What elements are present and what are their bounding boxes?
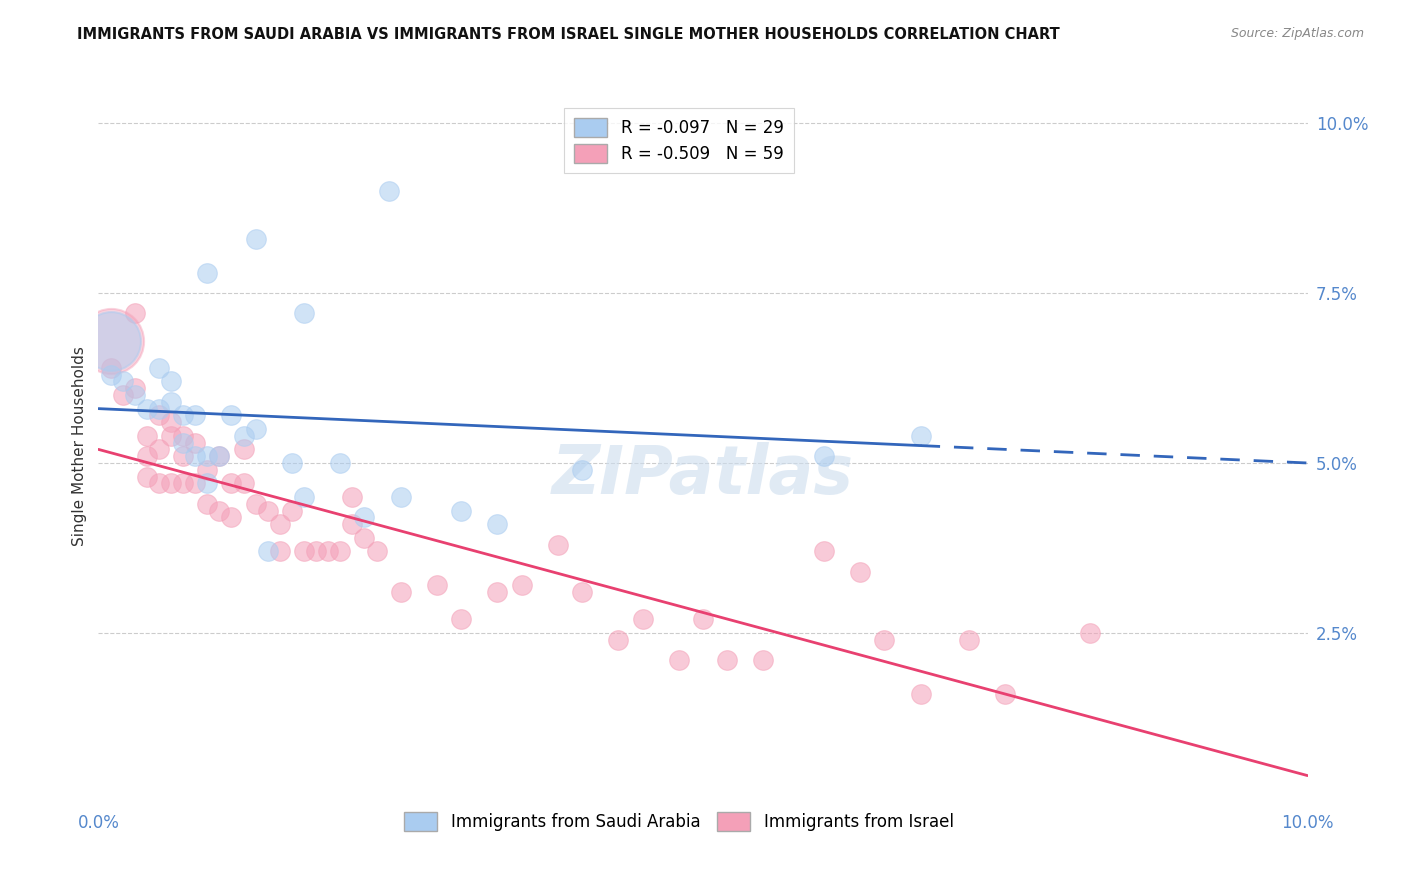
Point (342, 490, 364, 504)
Point (148, 476, 170, 491)
Point (245, 232, 267, 246)
Point (910, 429, 932, 443)
Point (292, 544, 315, 558)
Point (232, 442, 254, 457)
Point (353, 531, 375, 545)
Point (148, 360, 170, 375)
Point (957, 632, 980, 647)
Point (245, 497, 267, 511)
Point (100, 368, 122, 382)
Point (269, 544, 291, 558)
Point (607, 632, 630, 647)
Text: Source: ZipAtlas.com: Source: ZipAtlas.com (1230, 27, 1364, 40)
Point (547, 537, 569, 551)
Point (316, 544, 339, 558)
Point (208, 503, 231, 517)
Point (281, 503, 304, 517)
Point (329, 544, 352, 558)
Point (1078, 626, 1101, 640)
Point (184, 476, 207, 491)
Point (305, 544, 328, 558)
Point (184, 435, 207, 450)
Point (450, 503, 472, 517)
Point (571, 463, 593, 477)
Point (135, 469, 157, 483)
Point (148, 401, 170, 416)
Point (668, 653, 690, 667)
Point (195, 449, 218, 463)
Text: ZIPatlas: ZIPatlas (553, 442, 853, 508)
Point (631, 612, 654, 626)
Point (135, 401, 157, 416)
Point (148, 409, 170, 423)
Point (195, 476, 218, 491)
Point (111, 388, 134, 402)
Point (100, 334, 122, 348)
Point (716, 653, 738, 667)
Point (281, 456, 304, 470)
Point (100, 334, 122, 348)
Point (910, 687, 932, 701)
Point (124, 381, 146, 395)
Point (160, 394, 183, 409)
Point (329, 456, 352, 470)
Point (571, 585, 593, 599)
Point (172, 429, 194, 443)
Point (208, 449, 231, 463)
Point (813, 544, 835, 558)
Point (160, 375, 183, 389)
Point (256, 544, 278, 558)
Point (752, 653, 775, 667)
Point (160, 476, 183, 491)
Point (245, 422, 267, 436)
Point (342, 517, 364, 532)
Point (366, 544, 388, 558)
Point (221, 510, 243, 524)
Point (873, 632, 896, 647)
Point (135, 449, 157, 463)
Point (692, 612, 714, 626)
Point (232, 476, 254, 491)
Point (510, 578, 533, 592)
Point (195, 497, 218, 511)
Y-axis label: Single Mother Households: Single Mother Households (72, 346, 87, 546)
Point (195, 463, 218, 477)
Point (256, 503, 278, 517)
Point (124, 306, 146, 320)
Point (172, 449, 194, 463)
Point (221, 409, 243, 423)
Point (208, 449, 231, 463)
Point (486, 517, 509, 532)
Point (849, 565, 872, 579)
Point (148, 442, 170, 457)
Point (184, 409, 207, 423)
Point (292, 490, 315, 504)
Point (389, 490, 412, 504)
Point (353, 510, 375, 524)
Point (813, 449, 835, 463)
Point (124, 388, 146, 402)
Legend: Immigrants from Saudi Arabia, Immigrants from Israel: Immigrants from Saudi Arabia, Immigrants… (394, 802, 963, 841)
Point (994, 687, 1017, 701)
Point (135, 429, 157, 443)
Point (486, 585, 509, 599)
Point (292, 306, 315, 320)
Point (232, 429, 254, 443)
Point (172, 435, 194, 450)
Point (221, 476, 243, 491)
Point (184, 449, 207, 463)
Point (195, 266, 218, 280)
Point (160, 429, 183, 443)
Point (111, 375, 134, 389)
Point (172, 409, 194, 423)
Point (269, 517, 291, 532)
Point (389, 585, 412, 599)
Point (160, 415, 183, 429)
Point (450, 612, 472, 626)
Point (377, 184, 399, 198)
Point (172, 476, 194, 491)
Text: IMMIGRANTS FROM SAUDI ARABIA VS IMMIGRANTS FROM ISRAEL SINGLE MOTHER HOUSEHOLDS : IMMIGRANTS FROM SAUDI ARABIA VS IMMIGRAN… (77, 27, 1060, 42)
Point (100, 360, 122, 375)
Point (426, 578, 449, 592)
